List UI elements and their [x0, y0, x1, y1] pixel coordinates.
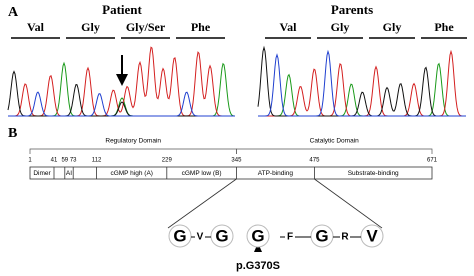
- residue-position: 112: [92, 158, 102, 164]
- residue-circle: [246, 224, 270, 248]
- panel-label: A: [8, 5, 19, 20]
- zoom-line: [314, 178, 383, 229]
- codon-label: Phe: [191, 20, 211, 34]
- residue-position: 475: [309, 158, 320, 164]
- residue-circle: [210, 224, 234, 248]
- residue-position: 671: [427, 158, 438, 164]
- parents-title: Parents: [331, 2, 373, 17]
- protein-bar: [29, 166, 433, 180]
- chromatogram-trace: [258, 49, 466, 117]
- residue: G: [215, 226, 228, 245]
- residue: G: [173, 226, 186, 245]
- residue: G: [315, 226, 328, 245]
- residue: F: [287, 232, 293, 243]
- residue: V: [197, 232, 204, 243]
- residue-position: 345: [231, 158, 242, 164]
- residue-position: 59: [61, 158, 68, 164]
- codon-label: Val: [280, 20, 298, 34]
- residue-position: 1: [28, 158, 32, 164]
- residue-position: 41: [51, 158, 58, 164]
- codon-label: Gly: [81, 20, 100, 34]
- residue-circle: [360, 224, 384, 248]
- chromatogram-trace: [258, 49, 466, 117]
- codon-label: Gly: [383, 20, 402, 34]
- chromatogram-trace: [8, 46, 235, 117]
- zoom-line: [167, 178, 237, 229]
- segment-label: AI: [66, 170, 72, 177]
- residue: V: [366, 226, 378, 245]
- residue: G: [251, 226, 264, 245]
- segment-label: cGMP low (B): [182, 170, 222, 177]
- residue-position: 73: [70, 158, 77, 164]
- mutation-label: p.G370S: [236, 260, 280, 272]
- domain-bracket: [236, 148, 433, 154]
- residue-circle: [168, 224, 192, 248]
- codon-label: Gly/Ser: [126, 20, 166, 34]
- segment-label: Substrate-binding: [348, 170, 399, 177]
- arrow-head: [116, 74, 128, 86]
- residue-position: 229: [162, 158, 173, 164]
- codon-label: Val: [27, 20, 45, 34]
- codon-label: Phe: [434, 20, 454, 34]
- chromatogram-trace: [8, 91, 235, 117]
- chromatogram-trace: [258, 62, 466, 117]
- segment-label: Dimer: [33, 170, 51, 177]
- residue-circle: [310, 224, 334, 248]
- segment-label: cGMP high (A): [110, 170, 153, 177]
- patient-title: Patient: [102, 2, 142, 17]
- domain-label: Catalytic Domain: [310, 138, 360, 145]
- residue: R: [341, 232, 349, 243]
- segment-label: ATP-binding: [258, 170, 294, 177]
- chromatogram-trace: [257, 45, 466, 117]
- domain-label: Regulatory Domain: [105, 138, 161, 145]
- panel-label: B: [8, 126, 17, 141]
- domain-bracket: [29, 148, 237, 154]
- codon-label: Gly: [331, 20, 350, 34]
